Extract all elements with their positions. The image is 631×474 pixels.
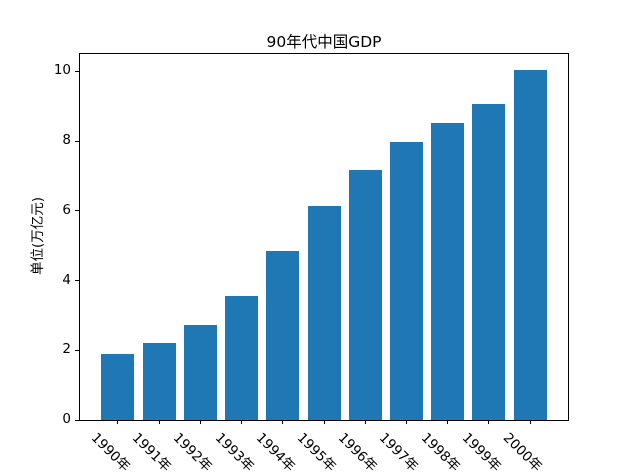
- x-tick-mark: [364, 420, 366, 424]
- bar-2000年: [513, 70, 547, 420]
- x-tick-mark: [282, 420, 284, 424]
- plot-area: [79, 53, 569, 421]
- x-tick-label: 1999年: [458, 429, 504, 474]
- x-tick-label: 1992年: [170, 429, 216, 474]
- bar-1994年: [266, 250, 300, 420]
- bar-1996年: [348, 169, 382, 420]
- x-tick-label: 1998年: [417, 429, 463, 474]
- bar-1999年: [472, 104, 506, 420]
- bar-1991年: [142, 343, 176, 420]
- x-tick-label: 1993年: [211, 429, 257, 474]
- y-tick-mark: [75, 70, 79, 72]
- bar-1992年: [183, 325, 217, 420]
- y-tick-mark: [75, 140, 79, 142]
- x-tick-mark: [529, 420, 531, 424]
- x-tick-label: 2000年: [499, 429, 546, 474]
- bar-1990年: [101, 354, 135, 420]
- bar-1993年: [225, 295, 259, 420]
- y-tick-mark: [75, 349, 79, 351]
- x-tick-label: 1996年: [335, 429, 381, 474]
- y-tick-mark: [75, 210, 79, 212]
- y-tick-mark: [75, 419, 79, 421]
- x-tick-mark: [199, 420, 201, 424]
- x-tick-mark: [117, 420, 119, 424]
- bar-1998年: [431, 123, 465, 420]
- y-tick-label: 6: [62, 201, 71, 218]
- x-tick-label: 1995年: [293, 429, 340, 474]
- bar-1995年: [307, 206, 341, 420]
- x-tick-mark: [447, 420, 449, 424]
- y-tick-label: 4: [62, 271, 71, 288]
- bar-1997年: [389, 142, 423, 420]
- y-tick-label: 2: [62, 341, 71, 358]
- x-tick-mark: [405, 420, 407, 424]
- y-tick-label: 8: [62, 132, 71, 149]
- x-tick-mark: [323, 420, 325, 424]
- x-tick-label: 1990年: [87, 429, 133, 474]
- x-tick-mark: [241, 420, 243, 424]
- x-tick-mark: [488, 420, 490, 424]
- y-tick-label: 10: [53, 62, 71, 79]
- y-tick-label: 0: [62, 411, 71, 427]
- chart-title: 90年代中国GDP: [266, 33, 382, 51]
- x-tick-mark: [158, 420, 160, 424]
- x-tick-label: 1991年: [128, 429, 175, 474]
- x-tick-label: 1997年: [376, 429, 422, 474]
- y-tick-mark: [75, 280, 79, 282]
- x-tick-label: 1994年: [252, 429, 298, 474]
